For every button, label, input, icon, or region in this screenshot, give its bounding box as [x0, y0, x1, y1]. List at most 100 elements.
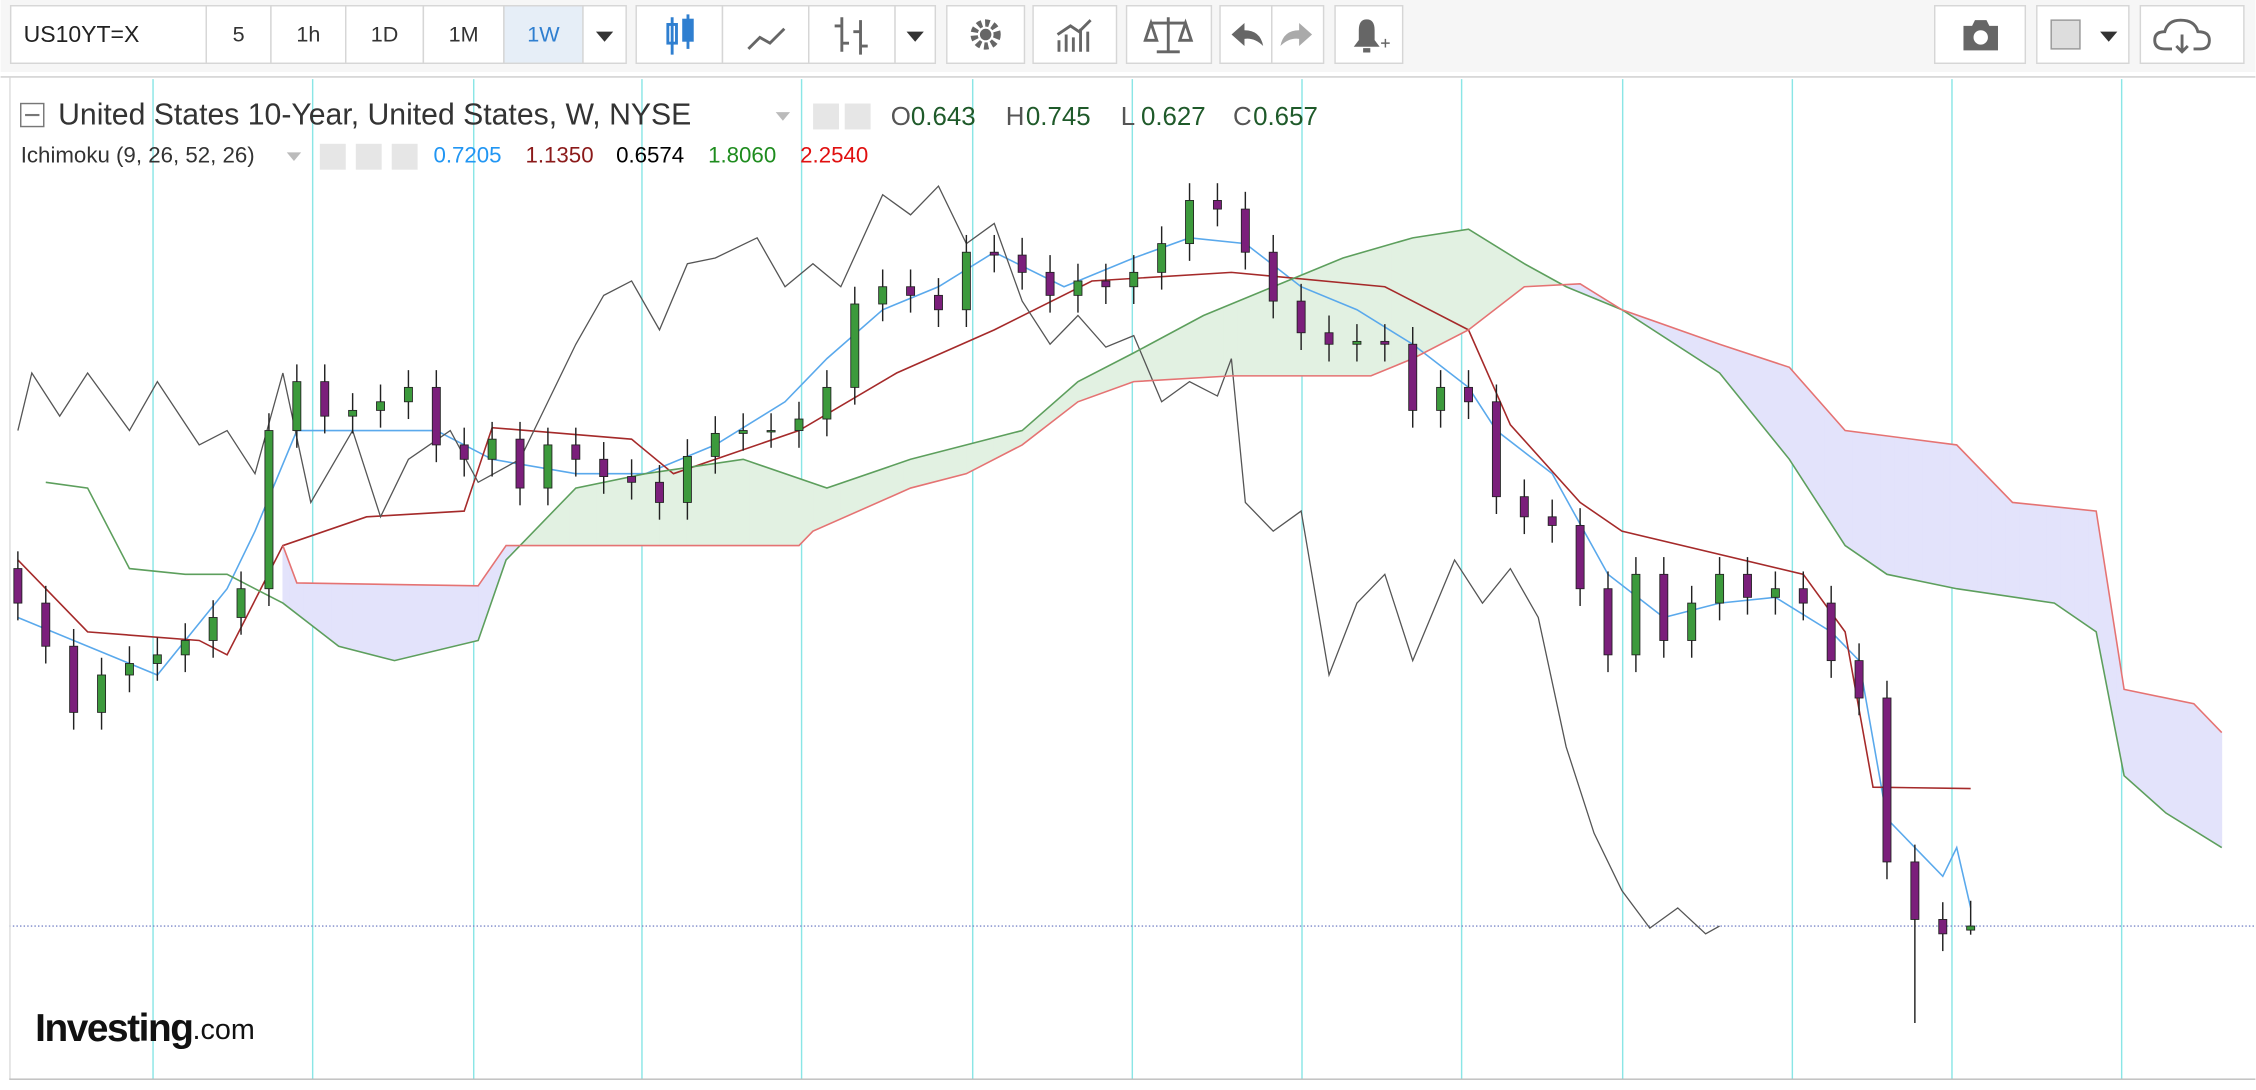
- candle-body: [69, 645, 79, 713]
- cloud-fill: [380, 583, 388, 660]
- candle-body: [515, 438, 525, 489]
- gear-center: [979, 28, 992, 41]
- gear-icon: [970, 19, 1001, 50]
- ohlc-legend: O 0.643 H 0.745 L 0.627 C 0.657: [891, 103, 1318, 131]
- cloud-fill: [1433, 233, 1442, 349]
- ohlc-value: 0.745: [1026, 103, 1091, 131]
- interval-label: 5: [233, 22, 245, 47]
- toolbar: US10YT=X 5 1h 1D 1M 1W: [0, 0, 2256, 78]
- cloud-fill: [1851, 430, 1860, 556]
- cloud-fill: [749, 461, 758, 547]
- indicators-icon: [1056, 19, 1092, 52]
- visibility-toggle[interactable]: [813, 103, 839, 130]
- candle-body: [431, 386, 441, 446]
- interval-button[interactable]: [345, 5, 425, 64]
- cloud-fill: [1363, 249, 1372, 377]
- indicator-menu[interactable]: [286, 152, 302, 162]
- candle-body: [878, 286, 888, 305]
- time-grid: [152, 79, 2123, 1079]
- cloud-fill: [756, 463, 765, 547]
- bars-icon: [834, 17, 868, 55]
- cloud-fill: [784, 473, 793, 547]
- ohlc-key: O: [891, 103, 911, 131]
- cloud-fill: [1949, 443, 1958, 590]
- cloud-fill: [407, 584, 416, 658]
- plot-area: [9, 79, 2256, 1079]
- candles-button[interactable]: [635, 5, 724, 64]
- cloud-fill: [700, 463, 709, 547]
- cloud-fill: [345, 583, 354, 651]
- cloud-fill: [673, 468, 681, 547]
- cloud-fill: [1823, 405, 1832, 526]
- candle-body: [1547, 516, 1557, 526]
- cloud-fill: [972, 440, 981, 471]
- indicator-settings[interactable]: [355, 143, 382, 170]
- indicator-value: 1.1350: [525, 143, 593, 168]
- indicators-button[interactable]: [1032, 5, 1118, 64]
- candle-body: [1770, 588, 1780, 598]
- cloud-fill: [1886, 435, 1895, 577]
- cloud-fill: [721, 460, 730, 547]
- cloud-fill: [387, 583, 395, 662]
- cloud-fill: [568, 486, 577, 547]
- dropdown-arrow: [595, 31, 614, 42]
- series-settings[interactable]: [844, 103, 871, 130]
- candle-body: [1101, 280, 1111, 288]
- cloud-fill: [1126, 352, 1135, 385]
- candle-body: [1017, 254, 1027, 273]
- candle-body: [1631, 573, 1641, 656]
- cloud-fill: [770, 468, 779, 547]
- cloud-fill: [1335, 257, 1344, 377]
- indicator-remove[interactable]: [391, 143, 418, 170]
- candle-body: [682, 455, 692, 503]
- candle-body: [543, 444, 553, 489]
- cloud-fill: [889, 463, 898, 498]
- interval-button[interactable]: [503, 5, 584, 64]
- cloud-fill: [917, 455, 925, 487]
- cloud-fill: [1767, 359, 1776, 444]
- cloud-fill: [1754, 355, 1762, 427]
- cloud-fill: [1161, 333, 1170, 381]
- cloud-fill: [659, 470, 667, 547]
- candle-body: [1129, 271, 1139, 288]
- cloud-fill: [1391, 241, 1400, 368]
- cloud-fill: [1314, 265, 1323, 377]
- candle-body: [41, 602, 51, 647]
- cloud-fill: [1140, 344, 1149, 382]
- interval-label: 1h: [296, 22, 320, 47]
- bars-button[interactable]: [808, 5, 896, 64]
- cloud-fill: [352, 583, 361, 653]
- symbol-box[interactable]: [9, 5, 209, 64]
- dropdown-arrow: [2100, 31, 2118, 42]
- cloud-fill: [428, 584, 437, 653]
- cloud-fill: [2088, 509, 2097, 633]
- candle-body: [13, 568, 23, 604]
- candle-body: [1436, 386, 1446, 411]
- cloud-fill: [1349, 253, 1358, 377]
- candle-body: [1938, 919, 1948, 935]
- dropdown-arrow: [906, 31, 924, 42]
- cloud-fill: [1440, 231, 1449, 345]
- interval-label: 1W: [527, 22, 560, 47]
- ohlc-key: L: [1121, 103, 1135, 131]
- cloud-fill: [2123, 688, 2132, 783]
- cloud-fill: [861, 473, 870, 511]
- cloud-fill: [1098, 366, 1107, 395]
- cloud-fill: [2130, 690, 2139, 790]
- line-button[interactable]: [721, 5, 810, 64]
- cloud-fill: [1210, 309, 1218, 378]
- chart-title: United States 10-Year, United States, W,…: [58, 98, 691, 131]
- cloud-fill: [1244, 294, 1253, 377]
- cloud-fill: [1482, 237, 1490, 320]
- title-menu[interactable]: [775, 112, 791, 121]
- indicator-value: 2.2540: [800, 143, 868, 168]
- cloud-fill: [1384, 243, 1393, 371]
- cloud-fill: [868, 470, 877, 508]
- interval-button[interactable]: [422, 5, 505, 64]
- cloud-fill: [1377, 245, 1386, 374]
- indicator-visibility[interactable]: [319, 143, 346, 170]
- cloud-fill: [1970, 458, 1979, 593]
- cloud-fill: [1977, 465, 1986, 594]
